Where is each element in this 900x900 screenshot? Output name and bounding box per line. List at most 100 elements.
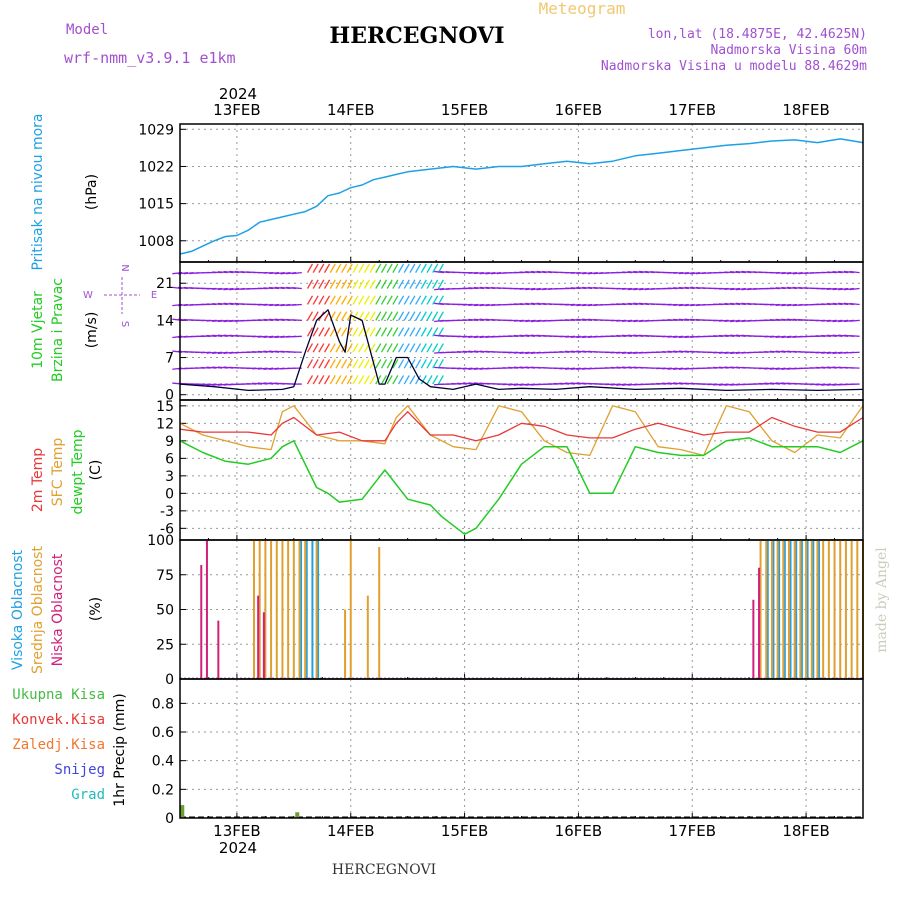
precip-ytick-label: 0.8 [152,696,174,712]
wind-arrow [781,318,792,322]
wind-arrow [832,287,843,291]
pressure-ytick-label: 1015 [138,197,174,213]
temp-ytick-label: 12 [156,416,174,432]
wind-arrow [206,351,217,354]
wind-arrow [397,311,405,321]
wind-arrow [508,383,519,386]
wind-arrow [403,279,410,289]
wind-arrow [426,375,433,385]
pressure-ytick-label: 1022 [138,159,174,175]
precip-ytick-label: 0.2 [152,782,174,798]
wind-arrow [775,350,786,353]
panel-frame [179,123,864,263]
wind-arrow [769,335,780,338]
wind-arrow [420,343,427,353]
wind-arrow [386,375,393,385]
temp-ytick-label: -3 [160,504,174,520]
wind-arrow [212,334,223,337]
wind-arrow [621,366,632,369]
panel-frame [179,399,864,541]
wind-arrow [291,271,302,275]
wind-arrow [352,279,359,289]
wind-arrow [403,263,410,273]
wind-arrow [832,334,843,337]
wind-arrow [479,286,490,290]
wind-arrow [329,295,336,305]
wind-arrow [324,263,331,273]
wind-arrow [306,311,314,321]
wind-arrow [775,303,786,306]
precip-panel: 0 0.2 0.4 0.6 0.8 [152,678,864,827]
wind-arrow [678,335,689,339]
wind-arrow [409,343,416,353]
wind-arrow [375,263,382,273]
wind-arrow [786,271,798,275]
wind-arrow [409,327,416,337]
wind-arrow [667,367,678,370]
wind-arrow [386,327,393,337]
wind-arrow [335,263,342,273]
wind-arrow [468,318,479,322]
wind-arrow [217,302,228,306]
wind-arrow [576,271,587,275]
wind-arrow [570,350,581,353]
wind-arrow [212,366,223,369]
wind-arrow [335,359,342,369]
cloud-ytick-label: 0 [165,672,174,688]
product-title: Meteogram [539,0,626,18]
wind-arrow [329,359,336,369]
compass-south: S [119,321,130,327]
wind-speed-line [179,309,864,392]
wind-arrow [415,311,422,321]
wind-arrow [437,279,444,289]
model-label: Model [66,22,108,38]
wind-arrow [217,334,228,337]
dewpoint-line [179,437,864,535]
wind-arrow [397,343,405,353]
wind-arrow [673,303,684,306]
wind-arrow [781,335,792,339]
bottom-date-label: 14FEB [327,822,374,840]
wind-arrow [462,382,473,385]
low-cloud-ylabel: Niska Oblacnost [50,553,66,666]
wind-arrow [468,367,479,370]
wind-arrow [375,327,382,337]
wind-arrow [479,303,490,307]
wind-arrow [775,335,786,339]
wind-arrow [397,263,405,273]
wind-arrow [312,279,319,289]
wind-arrow [525,287,536,291]
wind-arrow [420,295,427,305]
wind-arrow [318,375,325,385]
wind-arrow [525,271,536,274]
panel-frame [179,261,864,401]
high-cloud-ylabel: Visoka Oblacnost [10,549,26,670]
wind-arrow [473,303,485,307]
wind-arrow [403,295,410,305]
legend-hail: Grad [71,787,105,803]
wind-arrow [335,295,342,305]
wind-arrow [386,263,393,273]
wind-panel: 0 7 14 21 [156,261,864,404]
bottom-date-label: 15FEB [441,822,488,840]
wind-compass: W E N S [83,264,157,327]
wind-arrow [369,327,376,337]
dewpt-temp-ylabel: dewpt Temp [70,429,86,514]
bottom-date-labels: 13FEB 14FEB 15FEB 16FEB 17FEB 18FEB [213,822,830,840]
wind-arrow [420,311,427,321]
wind-unit: (m/s) [84,312,100,349]
wind-arrow [718,366,729,369]
wind-arrow [324,327,331,337]
wind-arrow [621,351,632,355]
wind-arrow [329,343,336,353]
wind-arrow [849,334,860,337]
wind-arrow [730,271,741,274]
wind-arrow [415,263,422,273]
wind-arrow [426,279,433,289]
wind-arrow [397,279,405,289]
credit-label: made by Angel [874,547,890,653]
wind-arrow [392,375,399,385]
wind-arrow [519,366,530,369]
wind-arrow [437,327,444,337]
